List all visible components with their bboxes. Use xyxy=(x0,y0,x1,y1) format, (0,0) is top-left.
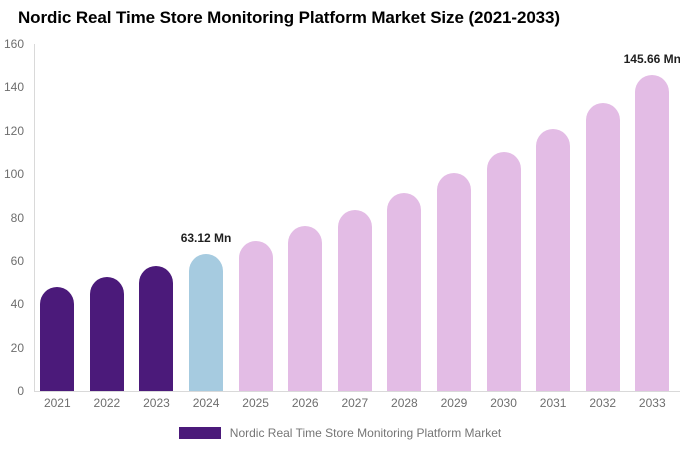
bar-2023[interactable] xyxy=(139,266,174,391)
bar-2027[interactable] xyxy=(337,210,372,391)
x-axis-label-2024: 2024 xyxy=(192,396,220,410)
x-axis-label-2033: 2033 xyxy=(638,396,666,410)
bar-2033[interactable] xyxy=(635,75,670,391)
chart-title: Nordic Real Time Store Monitoring Platfo… xyxy=(18,8,560,27)
x-axis-label-2030: 2030 xyxy=(490,396,517,410)
y-axis-tick-60: 60 xyxy=(10,253,24,268)
y-axis-tick-0: 0 xyxy=(17,384,24,398)
legend: Nordic Real Time Store Monitoring Platfo… xyxy=(0,426,680,440)
bar-2031[interactable] xyxy=(536,128,571,391)
bar-2028[interactable] xyxy=(387,192,422,391)
x-axis-label-2022: 2022 xyxy=(93,396,121,410)
x-axis-label-2028: 2028 xyxy=(391,396,418,410)
bar-2024[interactable] xyxy=(189,254,224,391)
y-axis-line xyxy=(34,44,35,391)
bar-2021[interactable] xyxy=(40,287,75,391)
y-axis-tick-40: 40 xyxy=(10,297,24,312)
x-axis-label-2025: 2025 xyxy=(242,396,269,410)
x-axis-label-2032: 2032 xyxy=(589,396,617,410)
x-axis-label-2021: 2021 xyxy=(43,396,71,410)
legend-label: Nordic Real Time Store Monitoring Platfo… xyxy=(229,426,502,440)
x-axis-label-2026: 2026 xyxy=(291,396,319,410)
y-axis-tick-140: 140 xyxy=(3,80,24,95)
data-label-2024: 63.12 Mn xyxy=(180,231,232,246)
x-axis-label-2023: 2023 xyxy=(143,396,170,410)
y-axis-tick-100: 100 xyxy=(3,167,24,182)
y-axis-tick-120: 120 xyxy=(3,123,24,138)
legend-swatch xyxy=(178,427,221,439)
bar-2029[interactable] xyxy=(436,173,471,391)
x-axis-label-2031: 2031 xyxy=(539,396,567,410)
bar-2022[interactable] xyxy=(89,277,124,391)
x-axis-label-2029: 2029 xyxy=(440,396,468,410)
y-axis-tick-160: 160 xyxy=(3,37,24,51)
data-label-2033: 145.66 Mn xyxy=(623,52,680,67)
bar-2030[interactable] xyxy=(486,151,521,391)
bar-2025[interactable] xyxy=(238,240,273,391)
x-axis-line xyxy=(34,391,680,392)
y-axis-tick-20: 20 xyxy=(10,340,24,355)
bar-2032[interactable] xyxy=(585,102,620,391)
bar-2026[interactable] xyxy=(288,226,323,391)
y-axis-tick-80: 80 xyxy=(10,210,24,225)
x-axis-label-2027: 2027 xyxy=(341,396,369,410)
